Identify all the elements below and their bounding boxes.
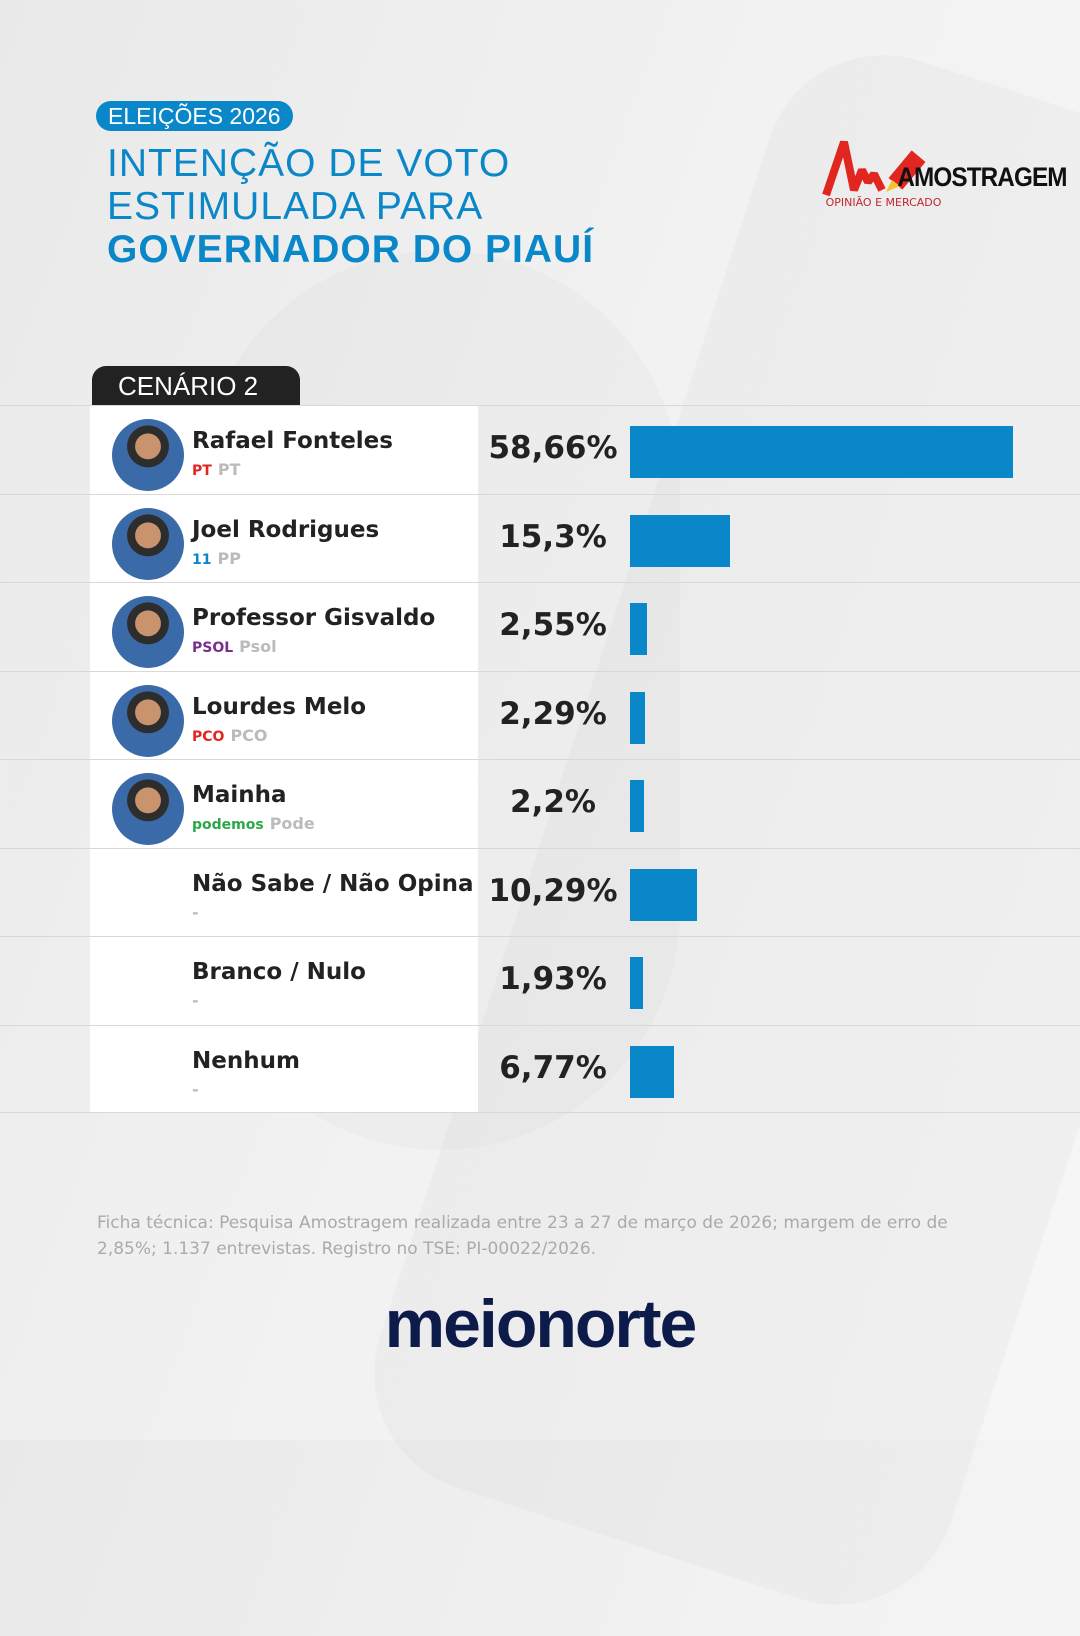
table-row: Joel Rodrigues 11 PP 15,3%	[0, 493, 1080, 582]
candidate-name: Joel Rodrigues	[192, 516, 380, 543]
party-label: -	[192, 1080, 199, 1099]
bar	[630, 691, 645, 744]
party-name: -	[192, 991, 199, 1010]
title-line: INTENÇÃO DE VOTO	[107, 142, 511, 185]
bar	[630, 426, 1013, 478]
party-logo-icon: PSOL	[192, 640, 234, 656]
table-row: Não Sabe / Não Opina - 10,29%	[0, 847, 1080, 936]
percentage-label: 6,77%	[499, 1049, 607, 1086]
party-name: Psol	[239, 637, 277, 656]
candidate-name: Rafael Fonteles	[192, 428, 393, 454]
percentage-label: 15,3%	[499, 518, 607, 555]
party-label: PT PT	[192, 460, 240, 479]
candidate-cell: Professor Gisvaldo PSOL Psol	[90, 583, 478, 671]
candidate-name: Professor Gisvaldo	[192, 605, 436, 631]
bar	[630, 780, 645, 832]
candidate-photo	[112, 419, 184, 491]
results-table: Rafael Fonteles PT PT 58,66% Joel Rodrigues 1…	[0, 405, 1080, 1113]
title-line: GOVERNADOR DO PIAUÍ	[107, 228, 595, 271]
candidate-name: Mainha	[192, 782, 287, 808]
party-label: podemos Pode	[192, 814, 315, 833]
technical-note: Ficha técnica: Pesquisa Amostragem reali…	[97, 1213, 948, 1259]
percentage-label: 2,2%	[510, 784, 596, 820]
bar	[630, 514, 730, 567]
candidate-name: Não Sabe / Não Opina	[192, 870, 474, 897]
candidate-photo	[112, 773, 184, 845]
percentage-label: 1,93%	[499, 961, 607, 997]
candidate-cell: Não Sabe / Não Opina -	[90, 848, 478, 936]
candidate-photo	[112, 507, 184, 580]
party-logo-icon: podemos	[192, 817, 264, 833]
party-name: -	[192, 902, 199, 922]
percentage-label: 10,29%	[488, 872, 618, 909]
scenario-tab: CENÁRIO 2	[92, 366, 300, 406]
candidate-cell: Lourdes Melo PCO PCO	[90, 671, 478, 759]
table-row: Branco / Nulo - 1,93%	[0, 936, 1080, 1025]
party-label: PSOL Psol	[192, 637, 277, 656]
table-row: Mainha podemos Pode 2,2%	[0, 759, 1080, 848]
candidate-name: Lourdes Melo	[192, 693, 367, 720]
bar	[630, 868, 698, 921]
candidate-name: Branco / Nulo	[192, 959, 366, 985]
candidate-name: Nenhum	[192, 1047, 300, 1074]
meionorte-logo: meionorte	[384, 1286, 698, 1362]
percentage-label: 2,29%	[499, 695, 607, 732]
candidate-cell: Joel Rodrigues 11 PP	[90, 494, 478, 582]
candidate-photo	[112, 596, 184, 668]
party-name: Pode	[269, 814, 315, 833]
table-row: Rafael Fonteles PT PT 58,66%	[0, 405, 1080, 494]
logo-mark-icon	[786, 140, 981, 198]
title-line: ESTIMULADA PARA	[107, 185, 484, 228]
election-badge: ELEIÇÕES 2026	[96, 101, 293, 131]
page-title: INTENÇÃO DE VOTO ESTIMULADA PARA GOVERNA…	[107, 142, 594, 271]
party-label: -	[192, 903, 199, 922]
party-logo-icon: PT	[192, 463, 212, 479]
party-name: PP	[217, 548, 241, 568]
bar	[630, 1045, 675, 1098]
candidate-cell: Branco / Nulo -	[90, 937, 478, 1025]
candidate-photo	[112, 684, 184, 757]
bar	[630, 957, 643, 1009]
party-label: PCO PCO	[192, 726, 268, 745]
party-logo-icon: 11	[192, 551, 212, 568]
table-row: Nenhum - 6,77%	[0, 1024, 1080, 1113]
bar	[630, 603, 647, 655]
party-name: PT	[217, 460, 241, 479]
table-row: Professor Gisvaldo PSOL Psol 2,55%	[0, 582, 1080, 671]
candidate-cell: Rafael Fonteles PT PT	[90, 406, 478, 494]
amostragem-logo: AMOSTRAGEM OPINIÃO E MERCADO	[786, 140, 1067, 209]
candidate-cell: Nenhum -	[90, 1025, 478, 1112]
percentage-label: 2,55%	[499, 607, 607, 643]
candidate-cell: Mainha podemos Pode	[90, 760, 478, 848]
party-name: PCO	[230, 725, 268, 745]
party-name: -	[192, 1079, 199, 1099]
party-label: 11 PP	[192, 549, 241, 568]
table-row: Lourdes Melo PCO PCO 2,29%	[0, 670, 1080, 759]
party-label: -	[192, 991, 199, 1010]
party-logo-icon: PCO	[192, 728, 225, 745]
percentage-label: 58,66%	[488, 430, 618, 466]
